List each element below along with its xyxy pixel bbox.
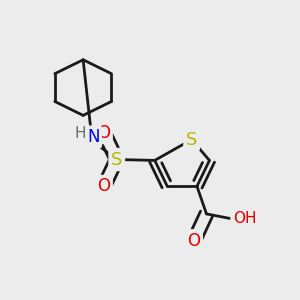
Text: O: O [98, 177, 110, 195]
Text: S: S [111, 151, 122, 169]
Text: N: N [87, 128, 100, 146]
Text: OH: OH [232, 212, 256, 226]
Text: H: H [75, 126, 86, 141]
Text: S: S [186, 130, 197, 148]
Text: O: O [98, 124, 110, 142]
Text: O: O [188, 232, 200, 250]
